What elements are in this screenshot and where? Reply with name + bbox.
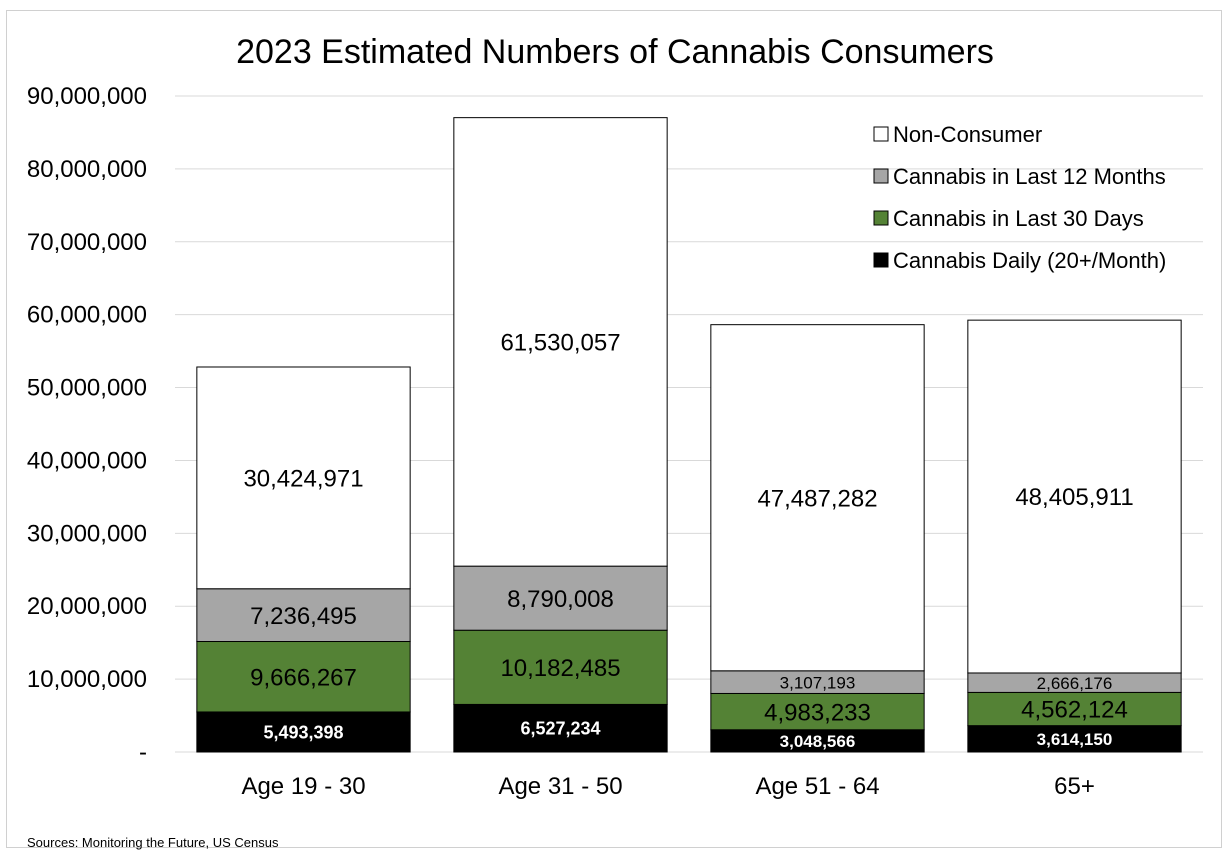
legend-label: Non-Consumer <box>893 122 1042 147</box>
legend-label: Cannabis Daily (20+/Month) <box>893 248 1166 273</box>
data-label: 3,048,566 <box>780 732 856 751</box>
data-label: 4,983,233 <box>764 699 871 726</box>
bar-segment <box>967 319 1182 674</box>
data-label: 4,562,124 <box>1021 697 1128 724</box>
data-label: 9,666,267 <box>250 664 357 691</box>
data-label: 6,527,234 <box>520 719 600 739</box>
bar-segment <box>453 703 668 753</box>
data-label: 8,790,008 <box>507 586 614 613</box>
y-tick-label: 70,000,000 <box>27 229 147 256</box>
bar-segment <box>196 366 411 590</box>
y-tick-label: 40,000,000 <box>27 447 147 474</box>
x-tick-label: Age 31 - 50 <box>498 773 622 800</box>
bar-segment <box>967 725 1182 753</box>
data-label: 10,182,485 <box>500 655 620 682</box>
legend-swatch <box>873 210 889 226</box>
legend-label: Cannabis in Last 30 Days <box>893 206 1144 231</box>
data-label: 61,530,057 <box>500 330 620 357</box>
y-tick-label: 60,000,000 <box>27 302 147 329</box>
data-label: 48,405,911 <box>1015 484 1133 511</box>
x-axis: Age 19 - 30 Age 31 - 50 Age 51 - 64 65+ <box>241 773 1094 800</box>
bar-segment <box>453 565 668 631</box>
y-tick-label: 50,000,000 <box>27 375 147 402</box>
bar-segment <box>967 691 1182 727</box>
bar-segment <box>196 588 411 643</box>
y-tick-label: 20,000,000 <box>27 593 147 620</box>
y-tick-label: 30,000,000 <box>27 520 147 547</box>
legend-swatch <box>873 126 889 142</box>
chart-frame: 2023 Estimated Numbers of Cannabis Consu… <box>6 10 1222 850</box>
bar-segment <box>453 629 668 705</box>
bar-segment <box>710 324 925 672</box>
bar-segment <box>196 641 411 713</box>
bars: 5,493,398 9,666,267 7,236,495 30,424,971 6,5… <box>196 117 1182 753</box>
y-axis: - 10,000,000 20,000,000 30,000,000 40,000,00… <box>27 83 147 766</box>
source-note: Sources: Monitoring the Future, US Censu… <box>27 835 279 850</box>
legend-swatch <box>873 252 889 268</box>
x-tick-label: Age 51 - 64 <box>755 773 879 800</box>
data-label: 3,107,193 <box>780 673 856 692</box>
chart-title: 2023 Estimated Numbers of Cannabis Consu… <box>236 33 994 71</box>
legend: Non-Consumer Cannabis in Last 12 Months Ca… <box>873 122 1166 273</box>
data-label: 7,236,495 <box>250 603 357 630</box>
y-tick-label: 80,000,000 <box>27 156 147 183</box>
x-tick-label: Age 19 - 30 <box>241 773 365 800</box>
data-label: 30,424,971 <box>243 466 363 493</box>
y-tick-label: - <box>139 739 147 766</box>
x-tick-label: 65+ <box>1054 773 1095 800</box>
legend-label: Cannabis in Last 12 Months <box>893 164 1166 189</box>
stacked-bar-chart: 2023 Estimated Numbers of Cannabis Consu… <box>27 33 1203 800</box>
data-label: 47,487,282 <box>757 485 877 512</box>
y-tick-label: 10,000,000 <box>27 666 147 693</box>
y-tick-label: 90,000,000 <box>27 83 147 110</box>
data-label: 2,666,176 <box>1037 674 1113 693</box>
data-label: 3,614,150 <box>1037 730 1113 749</box>
data-label: 5,493,398 <box>263 722 343 742</box>
legend-swatch <box>873 168 889 184</box>
bar-segment <box>453 117 668 567</box>
